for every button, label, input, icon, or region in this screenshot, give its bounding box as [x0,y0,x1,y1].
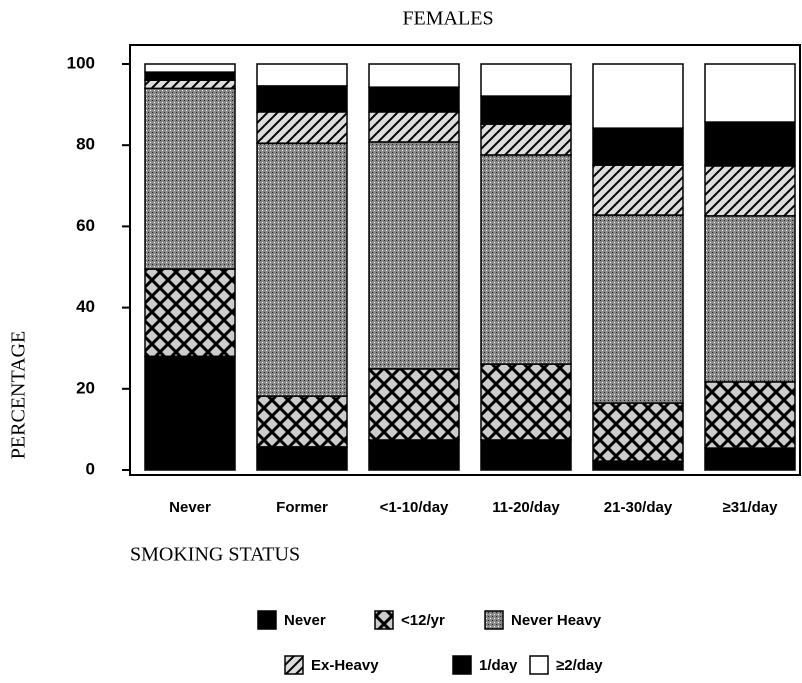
legend-swatch [284,655,304,675]
bar-segment [592,460,684,471]
bar-segment [256,85,348,113]
y-tick-label: 0 [86,459,95,478]
bar-segment [704,63,796,123]
bar-segment [704,215,796,383]
bar-segment [144,63,236,73]
x-tick-label: 21-30/day [604,499,673,516]
bar-segment [144,79,236,90]
legend-swatch [484,610,504,630]
legend-label: Never [284,612,326,629]
bar-segment [256,63,348,87]
bar-segment [592,214,684,404]
bar-segment [704,121,796,167]
legend-swatch [257,610,277,630]
y-tick-label: 80 [76,135,95,154]
bar-segment [368,111,460,143]
plot-frame [129,44,801,476]
bar-segment [368,141,460,370]
bar-segment [480,363,572,441]
legend-swatch [529,655,549,675]
bar-segment [368,63,460,88]
bar-segment [592,127,684,166]
legend-label: <12/yr [401,612,445,629]
bar-segment [144,268,236,358]
legend-label: Never Heavy [511,612,602,629]
legend-swatch [452,655,472,675]
bar-segment [480,63,572,97]
x-tick-label: ≥31/day [723,499,779,516]
bar-segment [480,123,572,156]
y-axis-label: PERCENTAGE [8,331,30,459]
bar-segment [592,63,684,129]
x-axis-label: SMOKING STATUS [130,544,300,566]
legend-swatch [374,610,394,630]
bar-segment [480,439,572,471]
bar-segment [480,95,572,125]
bar-segment [368,86,460,113]
bar-segment [592,164,684,216]
x-tick-label: <1-10/day [380,499,449,516]
x-tick-label: Former [276,499,328,516]
bar-segment [592,402,684,462]
y-tick-label: 100 [67,53,95,72]
x-tick-label: 11-20/day [492,499,560,516]
bar-segment [256,111,348,144]
bar-segment [368,368,460,441]
y-tick-label: 20 [76,378,95,397]
y-tick-label: 40 [76,297,95,316]
bar-segment [144,87,236,270]
legend-label: 1/day [479,657,518,674]
bar-segment [480,154,572,365]
legend-label: ≥2/day [556,657,603,674]
y-tick-label: 60 [76,216,95,235]
bar-segment [704,165,796,217]
bar-segment [704,381,796,449]
bar-segment [256,142,348,397]
x-tick-label: Never [169,499,211,516]
bar-segment [144,71,236,81]
bar-segment [144,355,236,471]
chart-title: FEMALES [402,8,493,30]
bar-segment [704,447,796,471]
bar-segment [256,395,348,448]
bar-segment [368,439,460,471]
legend-label: Ex-Heavy [311,657,379,674]
bar-segment [256,446,348,471]
